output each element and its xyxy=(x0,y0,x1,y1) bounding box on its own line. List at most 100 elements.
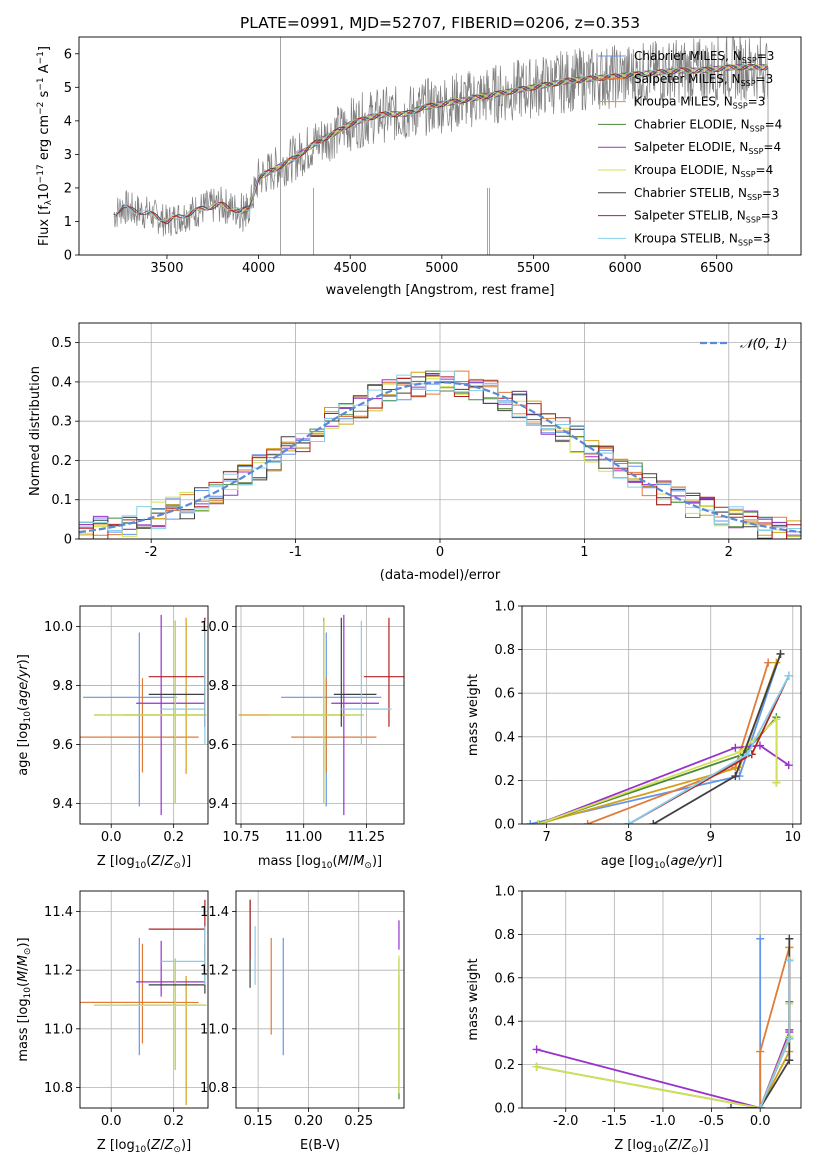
errorbar-point-6 xyxy=(268,620,364,804)
y-tick-label: 0.0 xyxy=(494,818,515,833)
y-tick-label: 0.6 xyxy=(494,971,515,986)
legend-nssp-subscript: SSP xyxy=(747,193,762,202)
errorbar-point-1 xyxy=(83,632,177,807)
x-tick-label: 7 xyxy=(542,830,550,845)
y-axis-label: age [log10(age/yr)] xyxy=(16,654,33,776)
legend-model-name: Salpeter MILES xyxy=(634,72,724,86)
x-axis-label: mass [log10(M/M⊙)] xyxy=(258,854,382,871)
errorbar-point-4 xyxy=(268,620,364,804)
weight-marker xyxy=(649,820,658,824)
x-axis-label: (data-model)/error xyxy=(380,568,501,583)
legend-entry-9: Kroupa STELIB, NSSP=3 xyxy=(634,231,771,247)
weight-marker xyxy=(784,761,793,770)
legend-nssp-eq: = xyxy=(757,49,767,63)
model-fit-5 xyxy=(236,64,768,215)
weight-marker xyxy=(731,743,740,752)
legend-nssp-value: 4 xyxy=(766,163,774,177)
y-tick-label: 0.4 xyxy=(494,1015,515,1030)
legend-model-name: Salpeter STELIB xyxy=(634,209,729,223)
axes-frame xyxy=(521,605,802,825)
x-tick-label: 9 xyxy=(707,830,715,845)
legend-entry-2: Salpeter MILES, NSSP=3 xyxy=(634,72,773,88)
x-tick-label: 10.75 xyxy=(222,830,259,845)
x-tick-label: 4500 xyxy=(334,261,367,276)
histogram-9 xyxy=(79,370,801,531)
observed-spectrum xyxy=(113,37,769,237)
y-tick-label: 0.2 xyxy=(51,454,72,469)
y-tick-label: 11.0 xyxy=(200,1022,229,1037)
weight-marker xyxy=(772,778,781,787)
x-tick-label: 0.0 xyxy=(101,1114,122,1129)
legend-nssp-value: 3 xyxy=(763,231,771,245)
legend-nssp-value: 4 xyxy=(775,117,783,131)
errorbar-point-1 xyxy=(83,937,177,1056)
x-tick-label: 2 xyxy=(725,545,733,560)
y-tick-label: 0.1 xyxy=(51,493,72,508)
errorbar-point-2 xyxy=(80,678,199,773)
weight-marker xyxy=(756,934,765,943)
weight-marker xyxy=(784,671,793,680)
legend-nssp-prefix: , N xyxy=(716,95,733,109)
legend-nssp-prefix: , N xyxy=(733,117,750,131)
weight-marker xyxy=(785,1034,794,1043)
plot-area xyxy=(526,649,793,824)
legend-nssp-prefix: , N xyxy=(730,186,747,200)
weight-line-2 xyxy=(587,662,770,824)
weight-marker xyxy=(532,1062,541,1071)
errorbar-point-9 xyxy=(341,620,392,745)
legend-nssp-prefix: , N xyxy=(724,72,741,86)
y-tick-label: 11.4 xyxy=(44,905,73,920)
legend-nssp-value: 4 xyxy=(773,140,781,154)
weight-marker xyxy=(776,649,785,658)
weight-marker xyxy=(772,715,781,724)
weight-marker xyxy=(534,820,543,824)
axes-frame xyxy=(235,605,405,825)
y-tick-label: 1 xyxy=(64,215,72,230)
legend-entry-7: Chabrier STELIB, NSSP=3 xyxy=(634,186,780,202)
x-tick-label: 0.0 xyxy=(101,830,122,845)
plot-area xyxy=(249,899,400,1100)
x-tick-label: 0.15 xyxy=(244,1114,273,1129)
y-tick-label: 0.4 xyxy=(494,730,515,745)
legend-nssp-eq: = xyxy=(756,72,766,86)
legend-nssp-subscript: SSP xyxy=(738,238,753,247)
x-tick-label: 5500 xyxy=(517,261,550,276)
axes-frame xyxy=(79,890,209,1109)
plot-area xyxy=(80,614,207,816)
legend-nssp-prefix: , N xyxy=(724,163,741,177)
x-axis-label: Z [log10(Z/Z⊙)] xyxy=(97,1138,191,1155)
x-tick-label: -1.0 xyxy=(650,1114,675,1129)
model-fit-8 xyxy=(113,64,769,223)
axes-frame xyxy=(78,36,802,256)
errorbar-point-7 xyxy=(148,943,206,994)
y-tick-label: 0.4 xyxy=(51,375,72,390)
chart-mass-weight-vs-age: 7 8 9 10 0.0 0.2 0.4 0.6 0.8 1.0 age [log10(age/yr… xyxy=(466,600,802,871)
legend-nssp-value: 3 xyxy=(771,209,779,223)
x-tick-label: 0 xyxy=(436,545,444,560)
y-tick-label: 10.8 xyxy=(200,1081,229,1096)
errorbar-point-8 xyxy=(363,617,404,727)
errorbar-point-7 xyxy=(333,617,377,727)
weight-line-5 xyxy=(538,744,790,824)
weight-marker xyxy=(785,934,794,943)
legend-nssp-eq: = xyxy=(761,209,771,223)
y-tick-label: 0.5 xyxy=(51,336,72,351)
y-tick-label: 10.0 xyxy=(44,620,73,635)
errorbar-point-2 xyxy=(80,943,199,1044)
errorbar-point-8 xyxy=(148,899,206,959)
errorbar-point-3 xyxy=(123,617,205,774)
legend-nssp-eq: = xyxy=(762,186,772,200)
errorbar-point-9 xyxy=(161,620,206,745)
y-tick-label: 9.8 xyxy=(208,679,229,694)
legend-nssp-subscript: SSP xyxy=(741,79,756,88)
legend-model-name: Chabrier MILES xyxy=(634,49,725,63)
x-tick-label: 6000 xyxy=(609,261,642,276)
chart-mass-weight-vs-Z: -2.0 -1.5 -1.0 -0.5 0.0 0.0 0.2 0.4 0.6 0.8 1.0 Z [… xyxy=(466,885,802,1155)
chart-age-vs-mass: 10.75 11.00 11.25 9.4 9.6 9.8 10.0 mass [log10(… xyxy=(200,605,405,871)
x-tick-label: 0.0 xyxy=(750,1114,771,1129)
y-tick-label: 0 xyxy=(64,533,72,548)
y-tick-label: 2 xyxy=(64,181,72,196)
x-tick-label: 11.25 xyxy=(348,830,385,845)
x-tick-label: -1 xyxy=(289,545,302,560)
chart-residuals: -2 -1 0 1 2 0 0.1 0.2 0.3 0.4 0.5 (data-model)/erro… xyxy=(28,322,802,583)
